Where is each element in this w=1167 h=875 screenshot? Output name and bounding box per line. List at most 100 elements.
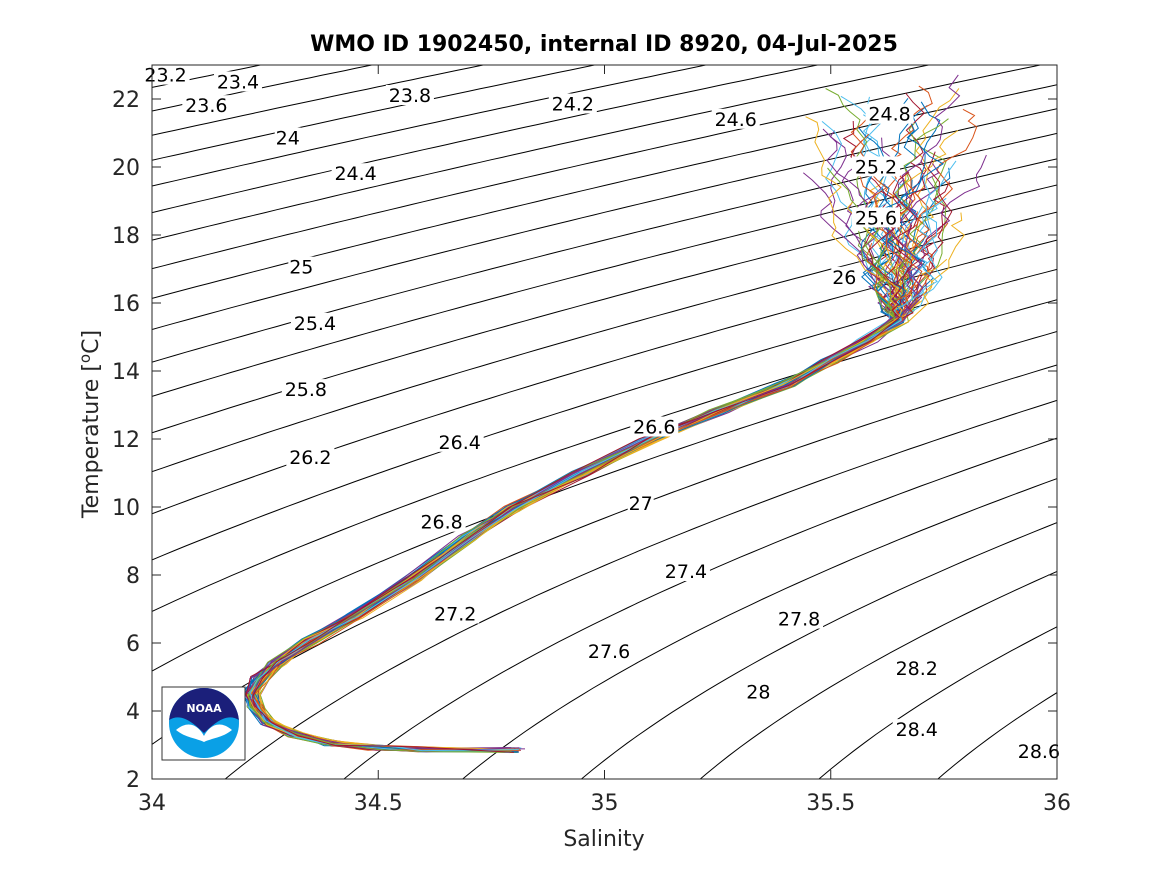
contour-label: 26 bbox=[832, 267, 856, 289]
contour-label-bg bbox=[213, 71, 262, 92]
contour-label: 25.6 bbox=[855, 207, 897, 229]
contour-label-bg bbox=[831, 266, 858, 287]
noaa-logo: NOAA bbox=[161, 686, 246, 761]
isopycnal-line bbox=[152, 65, 932, 241]
contour-label: 23.2 bbox=[144, 65, 186, 87]
contour-label-bg bbox=[290, 312, 339, 333]
y-tick-label: 4 bbox=[126, 700, 140, 725]
y-axis-label-main: Temperature [ bbox=[79, 363, 104, 519]
contour-label: 27.8 bbox=[778, 609, 820, 631]
float-profile-line bbox=[249, 174, 938, 752]
contour-label-bg bbox=[431, 603, 480, 624]
contour-label: 28 bbox=[746, 682, 770, 704]
contour-label-bg bbox=[627, 493, 654, 513]
contour-label: 27 bbox=[629, 493, 653, 515]
isopycnal-line bbox=[152, 330, 1057, 672]
isopycnal-line bbox=[937, 692, 1057, 779]
contour-label: 28.6 bbox=[1018, 741, 1060, 763]
contour-label-bg bbox=[331, 163, 380, 184]
isopycnal-line bbox=[152, 65, 375, 112]
float-profile-line bbox=[246, 154, 987, 752]
isopycnal-line bbox=[152, 65, 709, 187]
contour-label: 23.6 bbox=[185, 95, 227, 117]
contour-label: 24.2 bbox=[552, 94, 594, 116]
contour-label: 25.2 bbox=[855, 156, 897, 178]
contour-label-bg bbox=[745, 681, 772, 702]
isopycnal-line bbox=[818, 626, 1057, 779]
contour-label-bg bbox=[182, 95, 231, 116]
contour-label: 24 bbox=[276, 128, 300, 150]
isopycnal-line bbox=[152, 211, 1057, 473]
noaa-logo-text: NOAA bbox=[186, 702, 222, 715]
contour-label-bg bbox=[892, 719, 941, 740]
isopycnal-line bbox=[152, 299, 1057, 612]
x-tick-label: 34.5 bbox=[354, 791, 403, 816]
contour-label: 26.4 bbox=[439, 432, 481, 454]
isopycnal-line bbox=[699, 570, 1057, 779]
isopycnal-line bbox=[152, 108, 1057, 331]
contour-label: 24.6 bbox=[715, 109, 757, 131]
contour-label-bg bbox=[585, 640, 634, 661]
density-contours bbox=[152, 65, 1057, 779]
contour-label: 25.8 bbox=[285, 379, 327, 401]
contour-label-bg bbox=[286, 447, 335, 468]
y-tick-label: 22 bbox=[112, 88, 140, 113]
x-axis-ticks: 34 34.5 35 35.5 36 bbox=[138, 65, 1071, 816]
contour-labels: 23.2 23.423.6 23.8 24 24.2 24.4 24.6 24.8 25 25.2… bbox=[141, 64, 1063, 763]
contour-label: 24.8 bbox=[868, 104, 910, 126]
contour-label-bg bbox=[661, 561, 710, 581]
x-tick-label: 36 bbox=[1043, 791, 1071, 816]
contour-label: 27.6 bbox=[588, 641, 630, 663]
contour-label-bg bbox=[274, 127, 301, 148]
y-tick-label: 18 bbox=[112, 224, 140, 249]
contour-label-bg bbox=[288, 256, 315, 277]
float-profile-line bbox=[252, 190, 903, 753]
isopycnal-line bbox=[343, 437, 1057, 779]
x-tick-label: 35.5 bbox=[806, 791, 855, 816]
y-tick-label: 14 bbox=[112, 360, 140, 385]
y-tick-label: 10 bbox=[112, 496, 140, 521]
chart-title: WMO ID 1902450, internal ID 8920, 04-Jul… bbox=[310, 32, 898, 57]
y-axis-label-sup: o bbox=[76, 354, 94, 363]
contour-label: 25 bbox=[289, 257, 313, 279]
float-profile-line bbox=[251, 97, 945, 752]
contour-label: 28.4 bbox=[896, 719, 938, 741]
y-tick-label: 12 bbox=[112, 428, 140, 453]
y-axis-label-unit: C] bbox=[79, 330, 104, 354]
x-axis-label: Salinity bbox=[563, 827, 644, 852]
contour-label: 26.6 bbox=[633, 417, 675, 439]
isopycnal-line bbox=[152, 65, 1043, 270]
contour-label-bg bbox=[385, 85, 434, 105]
contour-label: 27.2 bbox=[434, 604, 476, 626]
contour-label-bg bbox=[852, 156, 900, 177]
contour-label-bg bbox=[548, 93, 597, 114]
isopycnal-line bbox=[152, 132, 1057, 363]
isopycnal-line bbox=[152, 65, 486, 136]
y-tick-label: 20 bbox=[112, 156, 140, 181]
contour-label-bg bbox=[1014, 741, 1063, 762]
isopycnal-line bbox=[461, 478, 1057, 779]
y-tick-label: 16 bbox=[112, 292, 140, 317]
float-profile-line bbox=[245, 151, 953, 751]
contour-label-bg bbox=[711, 108, 760, 129]
y-tick-label: 2 bbox=[126, 768, 140, 793]
contour-label: 26.2 bbox=[289, 447, 331, 469]
x-tick-label: 35 bbox=[591, 791, 619, 816]
contour-label: 23.8 bbox=[389, 85, 431, 107]
contour-label: 26.8 bbox=[420, 512, 462, 534]
contour-label-bg bbox=[775, 608, 824, 629]
contour-label: 23.4 bbox=[217, 71, 259, 93]
contour-label-bg bbox=[141, 64, 190, 85]
float-profile-line bbox=[247, 167, 896, 752]
isopycnal-line bbox=[580, 522, 1057, 779]
contour-label: 25.4 bbox=[294, 313, 336, 335]
y-tick-label: 8 bbox=[126, 564, 140, 589]
contour-label: 28.2 bbox=[896, 658, 938, 680]
y-axis-label: Temperature [oC] bbox=[76, 330, 104, 519]
contour-label-bg bbox=[435, 431, 484, 452]
isopycnal-line bbox=[152, 84, 1057, 299]
contour-label: 27.4 bbox=[665, 561, 707, 583]
y-tick-label: 6 bbox=[126, 632, 140, 657]
